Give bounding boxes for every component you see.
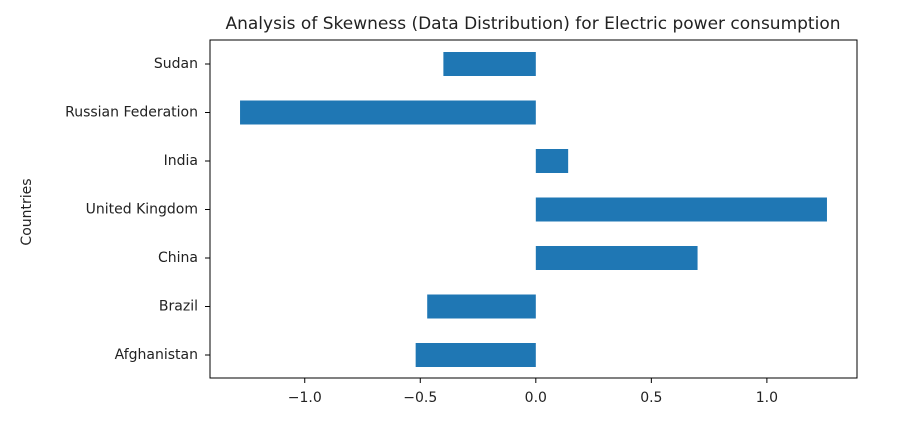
y-tick-label: Sudan <box>154 56 198 72</box>
x-tick-label: −1.0 <box>288 390 322 406</box>
x-tick-label: 1.0 <box>756 390 778 406</box>
bar-united-kingdom <box>535 197 827 222</box>
bar-russian-federation <box>240 100 536 125</box>
bar-china <box>535 246 698 270</box>
y-axis-label: Countries <box>19 178 35 245</box>
x-tick-label: 0.0 <box>525 390 547 406</box>
y-tick-label: Brazil <box>159 299 198 315</box>
bar-brazil <box>427 294 536 319</box>
y-tick-label: Russian Federation <box>65 105 198 121</box>
bar-sudan <box>443 52 536 76</box>
y-tick-label: United Kingdom <box>86 202 198 218</box>
y-ticks-group: Afghanistan Brazil China United Kingdom Indi… <box>65 56 210 363</box>
y-tick-label: China <box>158 250 198 266</box>
x-ticks-group: −1.0 −0.5 0.0 0.5 1.0 <box>288 378 778 406</box>
x-tick-label: −0.5 <box>403 390 437 406</box>
x-tick-label: 0.5 <box>640 390 662 406</box>
bar-india <box>535 149 569 173</box>
chart-title: Analysis of Skewness (Data Distribution)… <box>225 14 840 34</box>
bar-afghanistan <box>415 343 536 367</box>
bars-group <box>240 52 827 367</box>
y-tick-label: Afghanistan <box>115 347 198 363</box>
y-tick-label: India <box>164 153 198 169</box>
